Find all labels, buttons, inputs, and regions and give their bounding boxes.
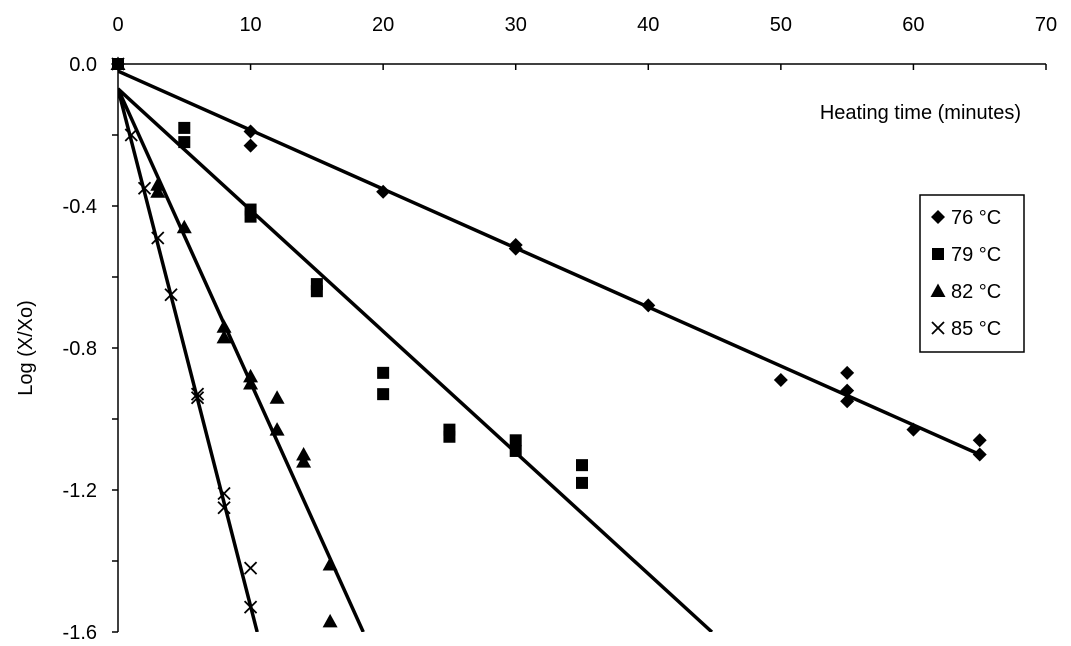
legend-marker [932,248,944,260]
data-point [310,285,323,298]
x-axis-title: Heating time (minutes) [820,102,1021,124]
data-point [376,184,391,199]
data-point [840,365,855,380]
x-tick-label: 50 [770,14,792,36]
fit-line [118,88,365,632]
data-point [906,422,921,437]
y-tick-label: -0.4 [63,196,97,218]
data-point [296,447,312,461]
data-point [508,241,523,256]
data-point [244,210,257,223]
data-points [110,56,987,628]
fit-line [118,87,714,632]
data-point [377,366,390,379]
data-point [178,136,191,149]
data-point [243,124,258,139]
data-point [178,121,191,134]
data-point [176,219,192,234]
data-point [296,454,312,468]
data-point [840,394,855,409]
data-point [322,557,338,571]
data-point [322,613,338,628]
data-point [773,372,788,387]
data-point [243,376,259,390]
data-point [244,203,257,216]
data-point [190,391,205,405]
data-point [377,388,390,401]
data-point [243,561,258,575]
legend-label: 79 °C [951,244,1001,266]
data-point [576,476,588,489]
axes: 0 10 20 30 40 50 60 70 0.0 -0.4 -0.8 -1.2 -1.6 Heatin… [15,14,1057,644]
data-point [216,329,232,344]
data-point [269,390,285,404]
data-point [137,181,152,195]
data-point [576,459,588,472]
x-tick-label: 20 [372,14,394,36]
data-point [216,319,232,333]
y-tick-label: -1.2 [63,480,97,502]
data-point [243,600,258,614]
data-point [443,430,456,443]
data-point [190,387,205,401]
data-point [840,383,855,398]
data-point [151,231,165,245]
data-point [641,298,656,313]
data-point [111,57,125,71]
fit-lines [118,69,981,632]
legend-label: 85 °C [951,318,1001,340]
data-point [269,422,285,436]
x-tick-label: 60 [902,14,924,36]
data-point [124,128,138,142]
legend-label: 82 °C [951,281,1001,303]
x-tick-label: 40 [637,14,659,36]
data-point [150,184,166,198]
data-point [217,486,231,501]
data-point [972,433,987,448]
y-axis-title: Log (X/Xo) [15,300,37,396]
legend-marker [930,283,946,297]
data-point [217,501,231,515]
legend-marker [931,321,945,335]
data-point [509,434,522,447]
data-point [972,447,987,462]
y-tick-label: -1.6 [63,622,97,644]
x-tick-label: 30 [505,14,527,36]
legend: 76 °C 79 °C 82 °C 85 °C [919,194,1025,353]
x-tick-label: 70 [1035,14,1057,36]
x-tick-label: 0 [112,14,123,36]
data-point [243,368,259,383]
x-tick-label: 10 [239,14,261,36]
legend-label: 76 °C [951,207,1001,229]
data-point [150,177,166,191]
legend-marker [931,210,945,224]
data-point [509,444,522,457]
data-point [243,138,258,153]
y-tick-label: -0.8 [63,338,97,360]
fit-line [118,88,259,632]
fit-line [118,69,981,457]
y-tick-label: 0.0 [69,54,97,76]
data-point [164,288,178,302]
